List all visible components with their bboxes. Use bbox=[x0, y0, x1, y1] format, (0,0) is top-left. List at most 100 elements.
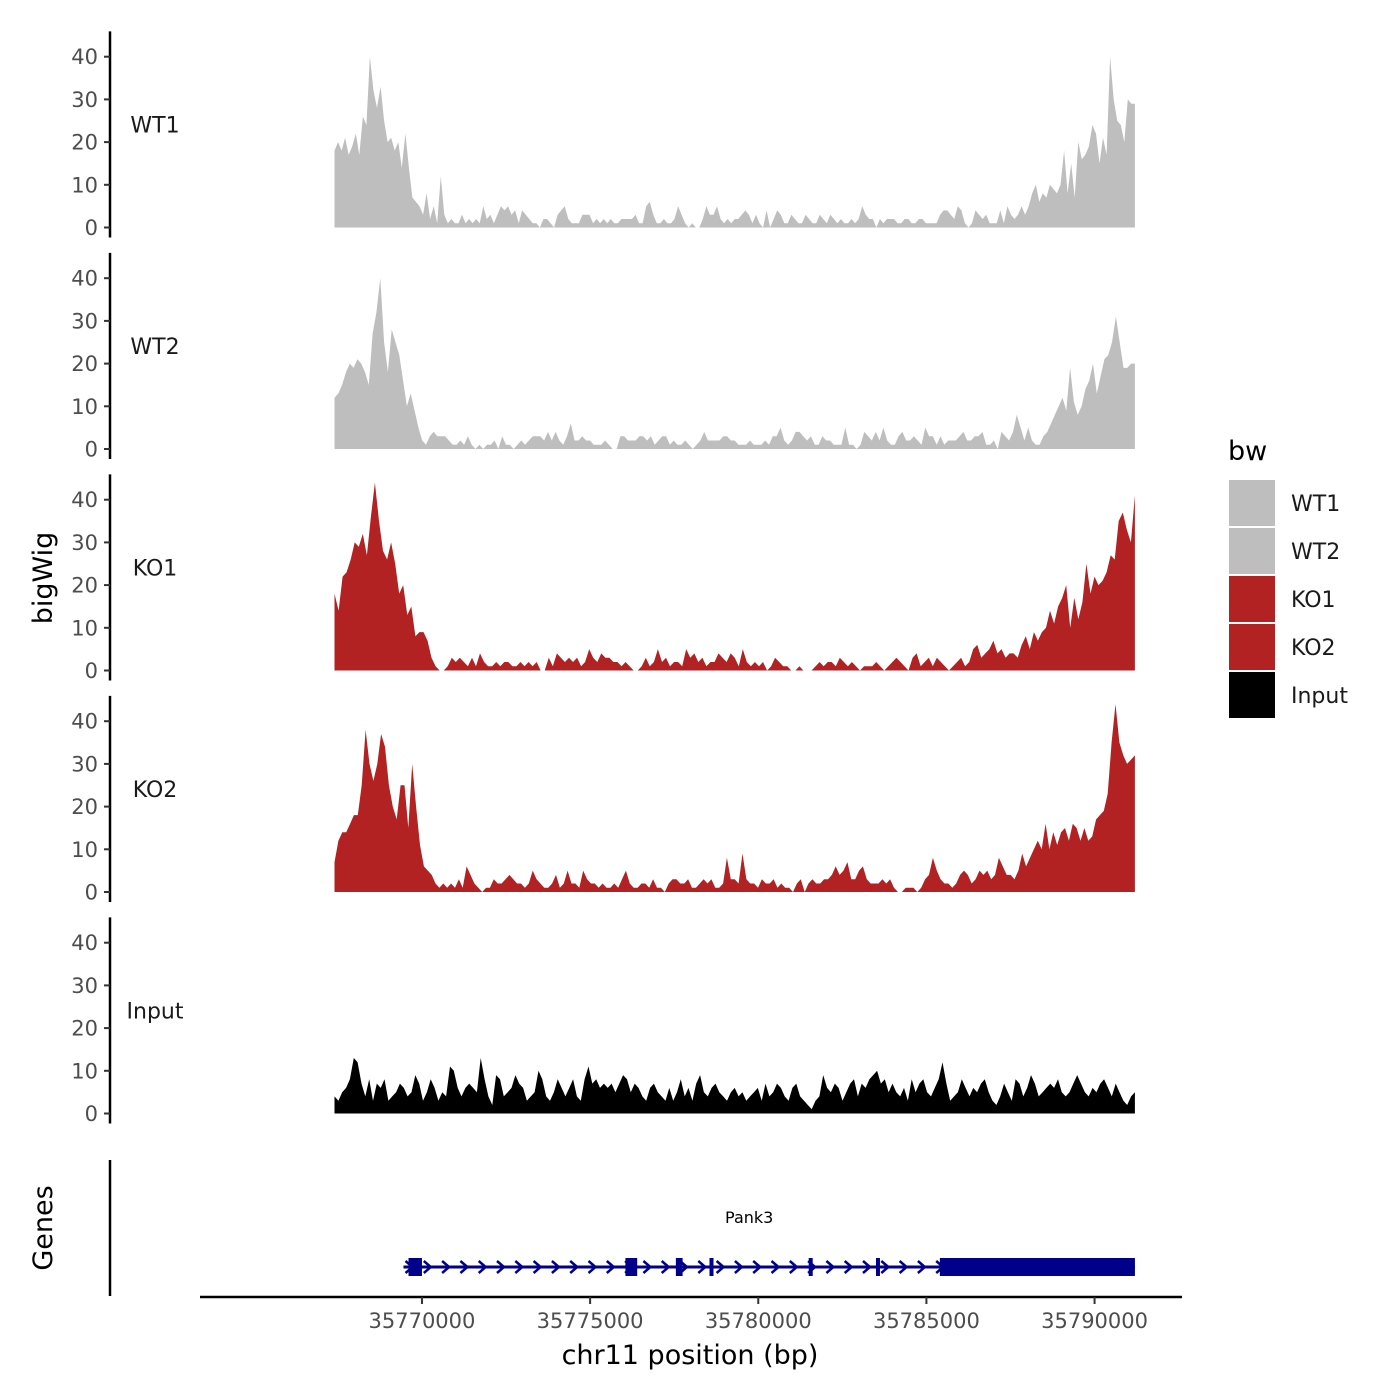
legend-swatch-input bbox=[1229, 672, 1275, 718]
strand-arrow bbox=[587, 1260, 598, 1274]
legend-swatch-wt2 bbox=[1229, 528, 1275, 574]
track-ko1: 0 10 20 30 40 KO1 bbox=[71, 474, 1135, 683]
strand-arrow bbox=[514, 1260, 525, 1274]
legend-label-ko2: KO2 bbox=[1291, 636, 1336, 661]
strand-arrow bbox=[569, 1260, 580, 1274]
exon-1 bbox=[408, 1258, 422, 1276]
legend-title: bw bbox=[1228, 436, 1267, 467]
area-ko2 bbox=[334, 704, 1135, 892]
x-tick-label: 35770000 bbox=[369, 1309, 476, 1333]
strand-arrow bbox=[825, 1260, 836, 1274]
strand-arrow bbox=[715, 1260, 726, 1274]
y-tick-label: 20 bbox=[71, 1017, 98, 1041]
strand-arrow bbox=[917, 1260, 927, 1274]
legend-swatch-ko2 bbox=[1229, 624, 1275, 670]
legend: bw WT1 WT2 KO1 KO2 Input bbox=[1228, 436, 1348, 718]
exon-6 bbox=[875, 1258, 880, 1276]
strand-arrow bbox=[752, 1260, 763, 1274]
track-label-ko1: KO1 bbox=[133, 556, 178, 581]
y-tick-label: 10 bbox=[71, 616, 98, 640]
legend-label-wt2: WT2 bbox=[1291, 540, 1340, 565]
x-tick-label: 35785000 bbox=[873, 1309, 980, 1333]
strand-arrow bbox=[496, 1260, 506, 1274]
signal-tracks: 0 10 20 30 40 WT1 0 10 20 30 40 WT2 0 10 20 30 40 KO1 0 10 2… bbox=[71, 31, 1135, 1126]
y-tick-label: 20 bbox=[71, 352, 98, 376]
legend-swatch-wt1 bbox=[1229, 480, 1275, 526]
area-wt2 bbox=[334, 278, 1135, 449]
legend-label-ko1: KO1 bbox=[1291, 588, 1336, 613]
y-tick-label: 40 bbox=[71, 267, 98, 291]
strand-arrow bbox=[459, 1260, 470, 1274]
y-tick-label: 30 bbox=[71, 88, 98, 112]
track-label-ko2: KO2 bbox=[133, 778, 178, 803]
y-tick-label: 20 bbox=[71, 131, 98, 155]
x-tick-label: 35790000 bbox=[1041, 1309, 1148, 1333]
x-tick-label: 35780000 bbox=[705, 1309, 812, 1333]
y-tick-label: 30 bbox=[71, 309, 98, 333]
y-tick-label: 10 bbox=[71, 1059, 98, 1083]
exon-5 bbox=[808, 1258, 813, 1276]
track-wt1: 0 10 20 30 40 WT1 bbox=[71, 31, 1135, 240]
y-tick-label: 40 bbox=[71, 710, 98, 734]
track-label-input: Input bbox=[127, 999, 184, 1024]
track-wt2: 0 10 20 30 40 WT2 bbox=[71, 252, 1135, 462]
track-label-wt2: WT2 bbox=[130, 335, 179, 360]
y-tick-label: 30 bbox=[71, 974, 98, 998]
track-label-wt1: WT1 bbox=[130, 113, 179, 138]
strand-arrow bbox=[862, 1260, 872, 1274]
gene-model-pank3 bbox=[403, 1258, 1135, 1276]
gene-track: Pank3 Genes bbox=[28, 1160, 1135, 1296]
y-tick-label: 40 bbox=[71, 45, 98, 69]
y-tick-label: 0 bbox=[85, 659, 98, 683]
y-tick-label: 0 bbox=[85, 438, 98, 462]
strand-arrow bbox=[734, 1260, 744, 1274]
strand-arrow bbox=[880, 1260, 891, 1274]
exon-7 bbox=[939, 1258, 1135, 1276]
y-tick-label: 30 bbox=[71, 752, 98, 776]
exon-3 bbox=[675, 1258, 683, 1276]
y-tick-label: 10 bbox=[71, 173, 98, 197]
y-tick-label: 30 bbox=[71, 531, 98, 555]
track-input: 0 10 20 30 40 Input bbox=[71, 917, 1135, 1126]
strand-arrow bbox=[551, 1260, 561, 1274]
y-tick-label: 40 bbox=[71, 931, 98, 955]
strand-arrow bbox=[898, 1260, 909, 1274]
exon-2 bbox=[625, 1258, 638, 1276]
y-tick-label: 40 bbox=[71, 488, 98, 512]
x-tick-label: 35775000 bbox=[537, 1309, 644, 1333]
gene-track-title: Genes bbox=[28, 1185, 59, 1270]
strand-arrow bbox=[697, 1260, 708, 1274]
y-tick-label: 0 bbox=[85, 216, 98, 240]
exon-4 bbox=[709, 1258, 714, 1276]
strand-arrow bbox=[788, 1260, 799, 1274]
y-tick-label: 10 bbox=[71, 838, 98, 862]
legend-label-wt1: WT1 bbox=[1291, 492, 1340, 517]
strand-arrow bbox=[770, 1260, 781, 1274]
strand-arrow bbox=[642, 1260, 653, 1274]
area-ko1 bbox=[334, 482, 1135, 671]
legend-swatch-ko1 bbox=[1229, 576, 1275, 622]
y-tick-label: 0 bbox=[85, 881, 98, 905]
legend-label-input: Input bbox=[1291, 684, 1348, 709]
strand-arrow bbox=[441, 1260, 452, 1274]
x-axis-title: chr11 position (bp) bbox=[562, 1340, 819, 1371]
y-tick-label: 20 bbox=[71, 795, 98, 819]
track-ko2: 0 10 20 30 40 KO2 bbox=[71, 695, 1135, 905]
area-input bbox=[334, 1058, 1135, 1114]
x-axis-ticks: 35770000 35775000 35780000 35785000 35790000 bbox=[369, 1297, 1148, 1333]
y-tick-label: 20 bbox=[71, 574, 98, 598]
strand-arrow bbox=[843, 1260, 854, 1274]
area-wt1 bbox=[334, 56, 1135, 228]
x-axis: 35770000 35775000 35780000 35785000 35790000… bbox=[200, 1295, 1182, 1371]
strand-arrow bbox=[605, 1260, 616, 1274]
strand-arrow bbox=[532, 1260, 543, 1274]
y-tick-label: 0 bbox=[85, 1102, 98, 1126]
gene-label: Pank3 bbox=[725, 1208, 773, 1227]
legend-entries: WT1 WT2 KO1 KO2 Input bbox=[1229, 480, 1348, 718]
y-axis-title: bigWig bbox=[28, 532, 59, 625]
strand-arrow bbox=[660, 1260, 671, 1274]
y-tick-label: 10 bbox=[71, 395, 98, 419]
strand-arrow bbox=[477, 1260, 488, 1274]
strand-arrow bbox=[422, 1260, 433, 1274]
